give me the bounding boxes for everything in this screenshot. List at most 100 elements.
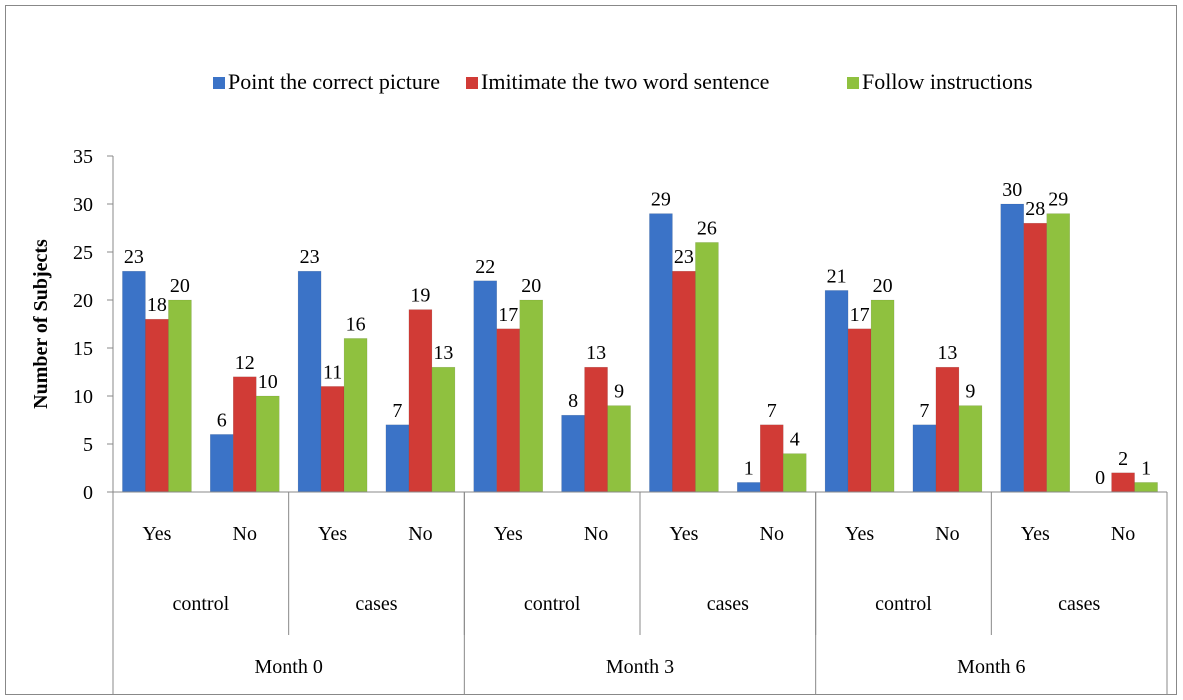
legend-swatch [466, 77, 478, 89]
data-label: 10 [258, 371, 278, 393]
data-label: 21 [827, 265, 847, 287]
data-label: 1 [744, 457, 754, 479]
bar [431, 366, 456, 493]
x-group-label: cases [707, 593, 749, 615]
x-tick-label: No [233, 523, 257, 545]
bar [1134, 482, 1158, 493]
data-label: 18 [147, 294, 167, 316]
data-label: 0 [1095, 467, 1105, 489]
bar [847, 328, 872, 493]
bar [672, 270, 696, 493]
legend-label: Follow instructions [862, 69, 1033, 94]
legend-label: Imitimate the two word sentence [481, 69, 769, 94]
x-tick-label: Yes [1021, 523, 1050, 545]
data-label: 16 [346, 313, 366, 335]
bar [210, 434, 234, 493]
data-label: 11 [323, 361, 342, 383]
data-label: 7 [392, 400, 402, 422]
x-tick-label: No [1111, 523, 1135, 545]
x-month-label: Month 3 [606, 656, 674, 678]
bar [870, 299, 895, 493]
bar [1111, 472, 1135, 493]
data-label: 23 [674, 246, 694, 268]
data-label: 8 [568, 390, 578, 412]
y-axis-label: Number of Subjects [30, 239, 52, 409]
bar [496, 328, 520, 493]
x-tick-label: Yes [845, 523, 874, 545]
chart-frame [5, 5, 1177, 695]
bar [320, 386, 345, 493]
data-label: 17 [498, 304, 518, 326]
data-label: 20 [521, 275, 541, 297]
bar [607, 405, 631, 493]
x-tick-label: No [408, 523, 432, 545]
data-label: 7 [919, 400, 929, 422]
x-month-label: Month 0 [254, 656, 322, 678]
data-label: 9 [965, 381, 975, 403]
y-tick-label: 30 [73, 194, 93, 216]
data-label: 13 [433, 342, 453, 364]
data-label: 13 [586, 342, 606, 364]
x-group-label: control [875, 593, 932, 615]
bar [935, 366, 960, 493]
bar [649, 213, 673, 493]
data-label: 9 [614, 381, 624, 403]
y-tick-label: 10 [73, 386, 93, 408]
x-tick-label: Yes [142, 523, 171, 545]
bar [168, 299, 192, 493]
data-label: 23 [300, 246, 320, 268]
bar [737, 482, 761, 493]
data-label: 20 [873, 275, 893, 297]
x-group-label: control [173, 593, 230, 615]
data-label: 23 [124, 246, 144, 268]
bar [760, 424, 784, 493]
bar [145, 318, 169, 493]
bar [783, 453, 807, 493]
bar [695, 242, 719, 493]
legend-swatch [847, 77, 859, 89]
x-axis-labels: Yes No Yes No Yes No Yes No Yes No Yes No control cas… [142, 523, 1135, 678]
bar [1046, 213, 1070, 493]
y-tick-label: 5 [83, 434, 93, 456]
x-group-label: control [524, 593, 581, 615]
y-tick-label: 15 [73, 338, 93, 360]
x-tick-label: No [760, 523, 784, 545]
bar [958, 405, 983, 493]
y-tick-label: 20 [73, 290, 93, 312]
data-label: 26 [697, 217, 717, 239]
bar [824, 290, 849, 493]
bars [122, 203, 1158, 493]
data-label: 7 [767, 400, 777, 422]
data-label: 19 [410, 285, 430, 307]
bar [584, 366, 608, 493]
data-label: 12 [235, 352, 255, 374]
bar [519, 299, 543, 493]
x-tick-label: Yes [318, 523, 347, 545]
legend-swatch [213, 77, 225, 89]
bar [912, 424, 937, 493]
bar [561, 414, 585, 493]
data-label: 22 [475, 256, 495, 278]
x-tick-label: Yes [494, 523, 523, 545]
data-label: 17 [850, 304, 870, 326]
bar [408, 309, 433, 493]
bar [233, 376, 257, 493]
bar [256, 395, 280, 493]
data-label: 20 [170, 275, 190, 297]
data-label: 13 [937, 342, 957, 364]
x-tick-label: No [935, 523, 959, 545]
data-label: 29 [651, 189, 671, 211]
legend-label: Point the correct picture [228, 69, 440, 94]
bar [122, 270, 146, 493]
bar [1023, 222, 1047, 493]
data-label: 1 [1141, 457, 1151, 479]
bar [385, 424, 410, 493]
data-label: 29 [1048, 189, 1068, 211]
data-label: 28 [1025, 198, 1045, 220]
legend: Point the correct picture Imitimate the t… [213, 69, 1033, 94]
y-tick-label: 25 [73, 242, 93, 264]
bar [297, 270, 322, 493]
